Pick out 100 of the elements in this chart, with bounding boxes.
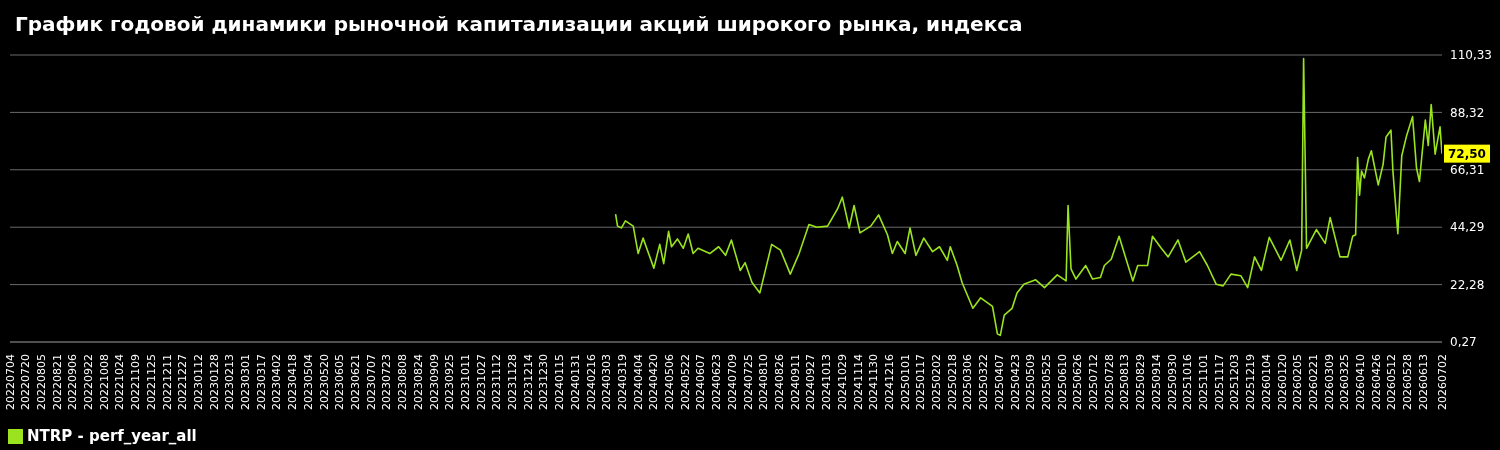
x-tick-label: 20241029 [835,354,849,410]
x-tick-label: 20240927 [804,354,818,410]
x-tick-label: 20221125 [144,354,158,410]
annotation: 72,50 [1448,146,1486,161]
x-tick-label: 20250423 [1008,354,1022,410]
x-tick-label: 20230909 [427,354,441,410]
x-tick-label: 20220821 [50,354,64,410]
x-tick-label: 20250322 [977,354,991,410]
x-tick-label: 20240725 [741,354,755,410]
x-tick-label: 20220720 [19,354,33,410]
line-series [614,57,1442,337]
x-tick-label: 20230925 [443,354,457,410]
x-tick-label: 20230317 [254,354,268,410]
y-tick-label: 22,28 [1450,277,1485,292]
x-tick-label: 20231112 [490,354,504,410]
x-tick-label: 20260309 [1322,354,1336,410]
x-tick-label: 20230605 [333,354,347,410]
x-tick-label: 20251219 [1244,354,1258,410]
chart-title: График годовой динамики рыночной капитализации акций широкого рынка, индекса [15,12,1023,36]
x-tick-label: 20221008 [97,354,111,410]
x-tick-label: 20240810 [757,354,771,410]
x-tick-label: 20230418 [286,354,300,410]
x-tick-label: 20260120 [1275,354,1289,410]
x-tick-label: 20241114 [851,354,865,410]
x-tick-label: 20230402 [270,354,284,410]
x-tick-label: 20250101 [898,354,912,410]
x-tick-label: 20231214 [521,354,535,410]
x-tick-label: 20220906 [66,354,80,410]
x-tick-label: 20250914 [1149,354,1163,410]
x-tick-label: 20230112 [191,354,205,410]
x-tick-label: 20250930 [1165,354,1179,410]
x-tick-label: 20220805 [34,354,48,410]
x-tick-label: 20230723 [380,354,394,410]
x-tick-label: 20221211 [160,354,174,410]
x-tick-label: 20230707 [364,354,378,410]
x-tick-label: 20250202 [930,354,944,410]
x-tick-label: 20260528 [1401,354,1415,410]
x-tick-label: 20240404 [631,354,645,410]
y-tick-label: 88,32 [1450,105,1485,120]
x-tick-label: 20260613 [1416,354,1430,410]
y-tick-label: 66,31 [1450,163,1485,178]
x-tick-label: 20240506 [663,354,677,410]
x-tick-label: 20250306 [961,354,975,410]
x-tick-label: 20251016 [1181,354,1195,410]
x-tick-label: 20231027 [474,354,488,410]
x-tick-label: 20231011 [458,354,472,410]
x-tick-label: 20260221 [1306,354,1320,410]
x-tick-label: 20250813 [1118,354,1132,410]
x-tick-label: 20260104 [1259,354,1273,410]
x-tick-label: 20230520 [317,354,331,410]
x-tick-label: 20240319 [615,354,629,410]
x-tick-label: 20260410 [1354,354,1368,410]
x-tick-label: 20241216 [882,354,896,410]
x-tick-label: 20231128 [506,354,520,410]
x-tick-label: 20250509 [1024,354,1038,410]
y-tick-label: 110,33 [1450,48,1492,63]
x-tick-label: 20250610 [1055,354,1069,410]
x-tick-label: 20230504 [301,354,315,410]
x-tick-label: 20220922 [82,354,96,410]
x-tick-label: 20241130 [867,354,881,410]
x-tick-label: 20231230 [537,354,551,410]
x-tick-label: 20230621 [348,354,362,410]
y-tick-label: 0,27 [1450,335,1477,350]
x-tick-label: 20250829 [1134,354,1148,410]
x-tick-label: 20220704 [3,354,17,410]
x-tick-label: 20240216 [584,354,598,410]
x-tick-label: 20250407 [992,354,1006,410]
x-tick-label: 20250626 [1071,354,1085,410]
x-tick-label: 20260325 [1338,354,1352,410]
x-tick-label: 20250728 [1102,354,1116,410]
x-tick-label: 20230301 [239,354,253,410]
x-tick-label: 20221024 [113,354,127,410]
x-tick-label: 20230128 [207,354,221,410]
x-tick-label: 20240420 [647,354,661,410]
x-tick-label: 20240826 [772,354,786,410]
y-tick-label: 44,29 [1450,220,1485,235]
x-tick-label: 20221227 [176,354,190,410]
legend-label: NTRP - perf_year_all [27,427,197,445]
x-tick-label: 20260426 [1369,354,1383,410]
x-tick-label: 20260702 [1435,354,1449,410]
x-tick-label: 20240607 [694,354,708,410]
x-tick-label: 20251117 [1212,354,1226,410]
x-tick-label: 20230824 [411,354,425,410]
x-tick-label: 20240522 [678,354,692,410]
x-tick-label: 20250218 [945,354,959,410]
x-tick-label: 20221109 [129,354,143,410]
x-tick-label: 20240623 [710,354,724,410]
x-tick-label: 20250117 [914,354,928,410]
x-tick-label: 20251101 [1197,354,1210,410]
x-tick-label: 20250712 [1087,354,1101,410]
x-tick-label: 20240911 [788,354,802,410]
x-tick-label: 20240115 [553,354,567,410]
x-tick-label: 20251203 [1228,354,1242,410]
x-tick-label: 20240131 [568,354,582,410]
x-tick-label: 20240303 [600,354,614,410]
x-tick-label: 20230213 [223,354,237,410]
x-tick-label: 20260205 [1291,354,1305,410]
x-tick-label: 20250525 [1039,354,1053,410]
x-tick-label: 20230808 [396,354,410,410]
x-tick-label: 20260512 [1385,354,1399,410]
